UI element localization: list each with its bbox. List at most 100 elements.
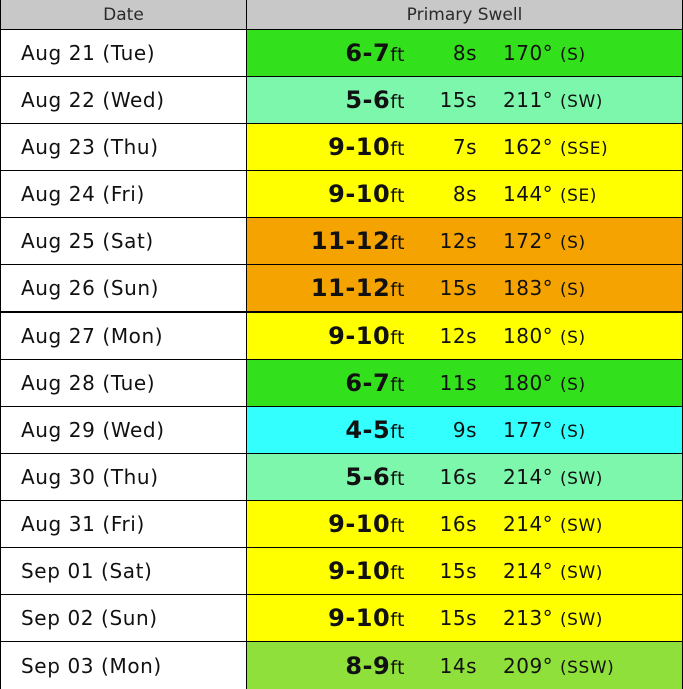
swell-direction-degrees: 172° [503,229,554,254]
swell-direction: 211° (SW) [477,88,603,112]
primary-swell-cell: 9-10ft 7s 162° (SSE) [247,124,682,171]
table-row: Aug 27 (Mon) 9-10ft 12s 180° (S) [1,312,682,360]
swell-direction-degrees: 214° [503,464,554,489]
swell-height-range: 9-10 [328,509,391,538]
swell-period: 16s [439,511,477,536]
swell-direction-compass: (SW) [560,610,603,631]
date-cell: Aug 21 (Tue) [1,30,247,77]
swell-height-range: 9-10 [328,604,391,633]
swell-direction: 180° (S) [477,371,586,395]
date-cell: Aug 31 (Fri) [1,500,247,548]
swell-direction-compass: (S) [560,45,586,66]
swell-direction-compass: (SSW) [560,657,615,678]
table-row: Aug 21 (Tue) 6-7ft 8s 170° (S) [1,30,682,78]
swell-direction-compass: (S) [560,233,586,254]
table-header: Date Primary Swell [1,0,682,30]
swell-period: 12s [439,323,477,348]
swell-height-unit: ft [390,91,405,114]
primary-swell-cell: 6-7ft 11s 180° (S) [247,359,682,406]
swell-direction-degrees: 180° [503,323,554,348]
table-row: Aug 22 (Wed) 5-6ft 15s 211° (SW) [1,77,682,125]
swell-period: 15s [439,88,477,113]
swell-direction: 172° (S) [477,229,586,253]
swell-height-range: 9-10 [328,180,391,209]
swell-height: 6-7ft [247,39,405,67]
primary-swell-cell: 9-10ft 8s 144° (SE) [247,171,682,218]
date-cell: Aug 22 (Wed) [1,77,247,124]
primary-swell-cell: 5-6ft 15s 211° (SW) [247,77,682,124]
swell-height: 8-9ft [247,652,405,680]
table-row: Aug 26 (Sun) 11-12ft 15s 183° (S) [1,265,682,313]
primary-swell-cell: 8-9ft 14s 209° (SSW) [247,642,682,689]
swell-direction-compass: (S) [560,421,586,442]
swell-direction-degrees: 214° [503,559,554,584]
primary-swell-cell: 9-10ft 12s 180° (S) [247,312,682,359]
swell-height-unit: ft [390,373,405,396]
swell-period: 15s [439,276,477,301]
swell-direction-degrees: 209° [503,653,554,678]
table-row: Sep 03 (Mon) 8-9ft 14s 209° (SSW) [1,642,682,689]
swell-direction: 162° (SSE) [477,135,608,159]
swell-height: 9-10ft [247,604,405,632]
primary-swell-cell: 9-10ft 15s 213° (SW) [247,595,682,642]
swell-direction: 209° (SSW) [477,654,614,678]
primary-swell-cell: 11-12ft 12s 172° (S) [247,218,682,265]
swell-height-unit: ft [390,656,405,679]
swell-height: 6-7ft [247,369,405,397]
swell-height: 5-6ft [247,86,405,114]
swell-height-unit: ft [390,467,405,490]
swell-height-unit: ft [390,44,405,67]
swell-height-range: 6-7 [345,368,391,397]
swell-direction: 214° (SW) [477,559,603,583]
swell-period: 11s [439,370,477,395]
swell-direction-compass: (SW) [560,92,603,113]
date-cell: Aug 28 (Tue) [1,359,247,406]
swell-height: 9-10ft [247,180,405,208]
table-body: Aug 21 (Tue) 6-7ft 8s 170° (S) Aug 22 (W… [1,30,682,689]
swell-height-unit: ft [390,609,405,632]
swell-height: 9-10ft [247,510,405,538]
primary-swell-cell: 4-5ft 9s 177° (S) [247,406,682,453]
swell-direction-degrees: 211° [503,88,554,113]
table-row: Aug 23 (Thu) 9-10ft 7s 162° (SSE) [1,124,682,172]
swell-direction-compass: (SW) [560,563,603,584]
swell-height-range: 11-12 [310,274,391,303]
swell-height-range: 5-6 [345,86,391,115]
swell-period: 9s [452,417,477,442]
primary-swell-cell: 11-12ft 15s 183° (S) [247,265,682,311]
swell-direction: 213° (SW) [477,606,603,630]
swell-height-unit: ft [390,279,405,302]
swell-direction-degrees: 144° [503,182,554,207]
swell-direction-degrees: 213° [503,606,554,631]
swell-height-unit: ft [390,138,405,161]
swell-direction-compass: (SSE) [560,139,609,160]
swell-height-range: 4-5 [345,415,391,444]
swell-direction-degrees: 180° [503,370,554,395]
swell-height-range: 5-6 [345,462,391,491]
primary-swell-cell: 9-10ft 15s 214° (SW) [247,548,682,595]
swell-height-range: 9-10 [328,321,391,350]
swell-height: 9-10ft [247,133,405,161]
swell-period: 8s [452,41,477,66]
swell-height: 5-6ft [247,463,405,491]
table-row: Aug 24 (Fri) 9-10ft 8s 144° (SE) [1,171,682,219]
date-cell: Sep 01 (Sat) [1,548,247,595]
swell-height: 4-5ft [247,416,405,444]
swell-period: 16s [439,464,477,489]
swell-direction: 170° (S) [477,41,586,65]
swell-height-unit: ft [390,514,405,537]
swell-direction-compass: (S) [560,327,586,348]
swell-direction: 183° (S) [477,276,586,300]
swell-period: 12s [439,229,477,254]
swell-period: 15s [439,606,477,631]
primary-swell-cell: 9-10ft 16s 214° (SW) [247,500,682,548]
swell-direction-compass: (SE) [560,186,597,207]
swell-period: 8s [452,182,477,207]
swell-direction-degrees: 162° [503,135,554,160]
table-row: Sep 01 (Sat) 9-10ft 15s 214° (SW) [1,548,682,596]
date-cell: Aug 26 (Sun) [1,265,247,311]
swell-direction-degrees: 170° [503,41,554,66]
swell-height: 9-10ft [247,322,405,350]
date-cell: Aug 30 (Thu) [1,453,247,500]
